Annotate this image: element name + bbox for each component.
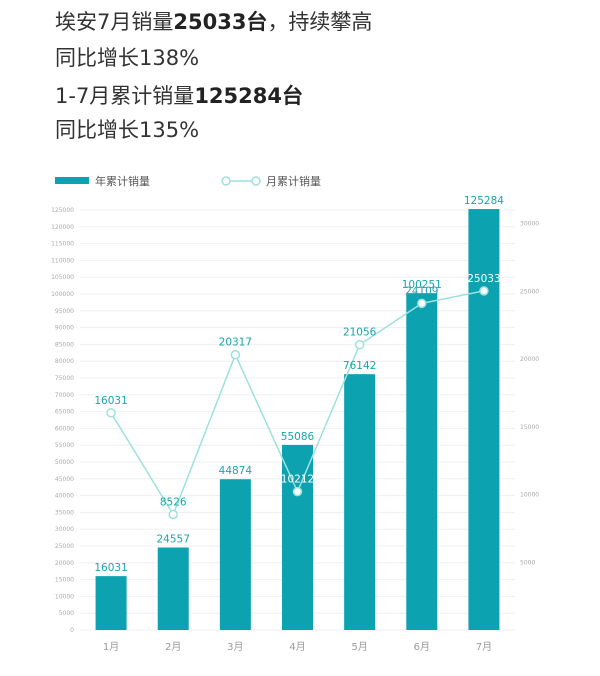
- sales-chart: 年累计销量 月累计销量 0 5000 10000 15000 20000 25000 30000…: [51, 174, 539, 653]
- legend-bar-label: 年累计销量: [95, 174, 150, 188]
- bar: [157, 547, 189, 630]
- line-point: [230, 349, 241, 360]
- y-left-tick-label: 60000: [55, 425, 74, 432]
- y-left-tick-label: 55000: [55, 442, 74, 449]
- y-left-tick-label: 30000: [55, 526, 74, 533]
- y-right-tick-label: 30000: [520, 221, 539, 228]
- y-left-tick-label: 90000: [55, 325, 74, 332]
- line-value-label: 8526: [160, 496, 187, 508]
- line-value-label: 10212: [281, 474, 314, 486]
- y-left-tick-label: 80000: [55, 358, 74, 365]
- y-left-tick-label: 115000: [51, 241, 74, 248]
- bar-value-label: 55086: [281, 431, 315, 443]
- y-left-tick-label: 40000: [55, 493, 74, 500]
- headline-cumulative: 1-7月累计销量125284台: [55, 82, 303, 110]
- line-point: [106, 408, 116, 418]
- bar: [344, 374, 376, 630]
- y-left-tick-label: 45000: [55, 476, 74, 483]
- y-left-tick-label: 15000: [55, 577, 74, 584]
- line-value-label: 16031: [94, 395, 127, 407]
- bar-value-label: 44874: [219, 465, 253, 477]
- line-point: [354, 339, 365, 350]
- y-left-tick-label: 120000: [51, 224, 74, 231]
- y-right-tick-label: 10000: [520, 492, 539, 499]
- headline-monthly-value: 25033台: [173, 10, 268, 34]
- x-tick-label: 2月: [165, 641, 181, 653]
- legend-line-label: 月累计销量: [266, 174, 321, 188]
- x-tick-label: 1月: [103, 641, 119, 653]
- legend-bar-swatch: [55, 177, 89, 184]
- y-left-tick-label: 65000: [55, 409, 74, 416]
- line-value-label: 25033: [467, 273, 500, 285]
- y-right-tick-label: 20000: [520, 356, 539, 363]
- y-left-tick-label: 105000: [51, 274, 74, 281]
- y-left-tick-label: 5000: [59, 610, 74, 617]
- legend-line-marker-left: [221, 176, 231, 186]
- line-value-label: 20317: [219, 337, 252, 349]
- y-left-tick-label: 110000: [51, 257, 74, 264]
- bar: [95, 576, 127, 630]
- y-right-tick-label: 25000: [520, 288, 539, 295]
- legend-line-marker-right: [251, 176, 261, 186]
- y-left-tick-label: 100000: [51, 291, 74, 298]
- bar-value-label: 125284: [464, 195, 504, 207]
- bar: [219, 479, 251, 630]
- bar: [468, 209, 500, 630]
- y-left-tick-label: 25000: [55, 543, 74, 550]
- x-tick-label: 7月: [476, 641, 492, 653]
- y-left-tick-label: 10000: [55, 593, 74, 600]
- headline-monthly: 埃安7月销量25033台，持续攀高: [55, 8, 372, 36]
- line-point: [168, 509, 178, 520]
- bar-value-label: 24557: [157, 533, 190, 545]
- headline-monthly-growth: 同比增长138%: [55, 46, 200, 70]
- x-tick-label: 6月: [414, 641, 430, 653]
- line-value-label: 21056: [343, 327, 377, 339]
- y-left-tick-label: 95000: [55, 308, 74, 315]
- bar-value-label: 76142: [343, 360, 376, 372]
- headline-cumulative-prefix: 1-7月累计销量: [55, 84, 195, 108]
- y-left-tick-label: 50000: [55, 459, 74, 466]
- y-left-tick-label: 20000: [55, 560, 74, 567]
- x-tick-label: 3月: [227, 641, 243, 653]
- headline-monthly-suffix: ，持续攀高: [267, 10, 373, 34]
- bar-value-label: 100251: [402, 279, 442, 291]
- bar: [282, 444, 313, 630]
- line-point: [479, 286, 489, 296]
- y-left-tick-label: 0: [70, 627, 74, 634]
- x-tick-label: 4月: [289, 641, 305, 653]
- headline-cumulative-value: 125284台: [194, 84, 303, 108]
- line-value-label: 24109: [405, 285, 438, 297]
- y-left-tick-label: 75000: [55, 375, 74, 382]
- y-left-tick-label: 70000: [55, 392, 74, 399]
- y-left-tick-label: 35000: [55, 509, 74, 516]
- headline-monthly-prefix: 埃安7月销量: [55, 10, 174, 34]
- x-tick-label: 5月: [351, 641, 367, 653]
- bar: [406, 293, 438, 630]
- y-left-tick-label: 125000: [51, 207, 74, 214]
- line-point: [417, 298, 427, 309]
- y-right-tick-label: 5000: [520, 559, 535, 566]
- y-right-tick-label: 15000: [520, 424, 539, 431]
- headline-cumulative-growth: 同比增长135%: [55, 118, 200, 142]
- bar-value-label: 16031: [94, 562, 127, 574]
- line-point: [292, 486, 303, 497]
- y-left-tick-label: 85000: [55, 341, 74, 348]
